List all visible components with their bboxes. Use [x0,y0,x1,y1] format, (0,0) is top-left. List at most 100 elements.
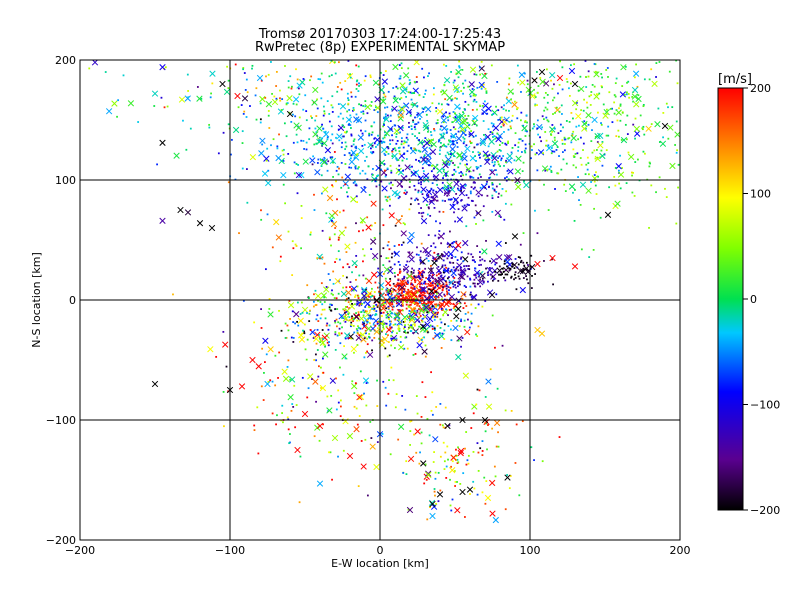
dot-point [352,325,355,327]
cross-point [370,271,378,278]
dot-point [431,284,434,287]
dot-point [391,139,394,142]
dot-point [419,261,422,263]
cross-point [407,323,414,330]
dot-point [454,308,457,311]
dot-point [655,191,657,194]
dot-point [634,161,637,163]
dot-point [393,147,396,150]
dot-point [200,97,203,100]
dot-point [403,288,406,290]
dot-point [408,306,411,309]
dot-point [443,145,446,147]
dot-point [648,165,651,168]
dot-point [398,264,401,266]
dot-point [593,174,596,176]
dot-point [494,270,497,273]
dot-point [313,143,316,146]
dot-point [585,86,588,88]
dot-point [439,287,441,290]
dot-point [355,88,358,90]
dot-point [421,381,424,384]
dot-point [494,346,496,349]
dot-point [611,107,613,110]
dot-point [498,155,501,158]
cross-point [615,109,622,116]
cross-point [568,183,576,190]
dot-point [398,152,401,155]
cross-point [271,98,279,106]
cross-point [397,124,404,132]
dot-point [473,146,476,149]
cross-point [423,139,431,147]
cross-point [374,96,381,103]
dot-point [476,86,479,89]
dot-point [316,328,319,331]
cross-point [633,101,640,108]
cross-point [471,119,478,127]
dot-point [497,445,500,448]
dot-point [476,282,479,285]
cross-point [511,101,518,108]
dot-point [592,249,595,251]
dot-point [411,165,413,168]
dot-point [448,163,451,166]
dot-point [444,323,446,326]
dot-point [352,320,355,322]
dot-point [463,319,466,322]
dot-point [390,344,393,347]
dot-point [366,321,369,324]
dot-point [330,139,332,142]
dot-point [320,313,323,316]
dot-point [409,303,412,306]
colorbar-tick-label: 100 [750,188,771,201]
cross-point [403,265,410,272]
dot-point [388,318,390,320]
dot-point [539,136,541,139]
dot-point [474,181,476,184]
x-tick-label: 100 [520,544,541,557]
dot-point [409,430,412,432]
dot-point [503,276,505,279]
dot-point [615,77,618,80]
dot-point [503,164,505,167]
dot-point [535,152,538,154]
dot-point [449,270,452,273]
dot-point [607,134,610,137]
dot-point [384,386,387,389]
dot-point [227,123,230,126]
dot-point [335,257,338,260]
cross-point [344,173,351,180]
dot-point [463,325,466,328]
dot-point [416,291,419,294]
dot-point [558,110,561,113]
dot-point [356,344,359,346]
dot-point [305,141,308,144]
dot-point [292,341,295,343]
dot-point [413,287,416,290]
dot-point [641,127,644,130]
cross-point [314,331,321,339]
dot-point [350,95,353,98]
dot-point [253,321,256,324]
dot-point [325,286,328,288]
dot-point [331,111,334,113]
dot-point [480,60,483,63]
dot-point [410,282,413,285]
dot-point [414,149,417,151]
dot-point [536,91,539,94]
dot-point [433,329,436,332]
dot-point [427,206,430,209]
dot-point [631,174,633,177]
dot-point [322,343,325,346]
dot-point [498,215,501,218]
dot-point [450,268,453,271]
dot-point [391,308,394,311]
dot-point [321,303,324,306]
dot-point [415,197,418,200]
dot-point [466,122,469,124]
dot-point [296,141,299,144]
dot-point [326,341,329,344]
dot-point [423,292,426,295]
